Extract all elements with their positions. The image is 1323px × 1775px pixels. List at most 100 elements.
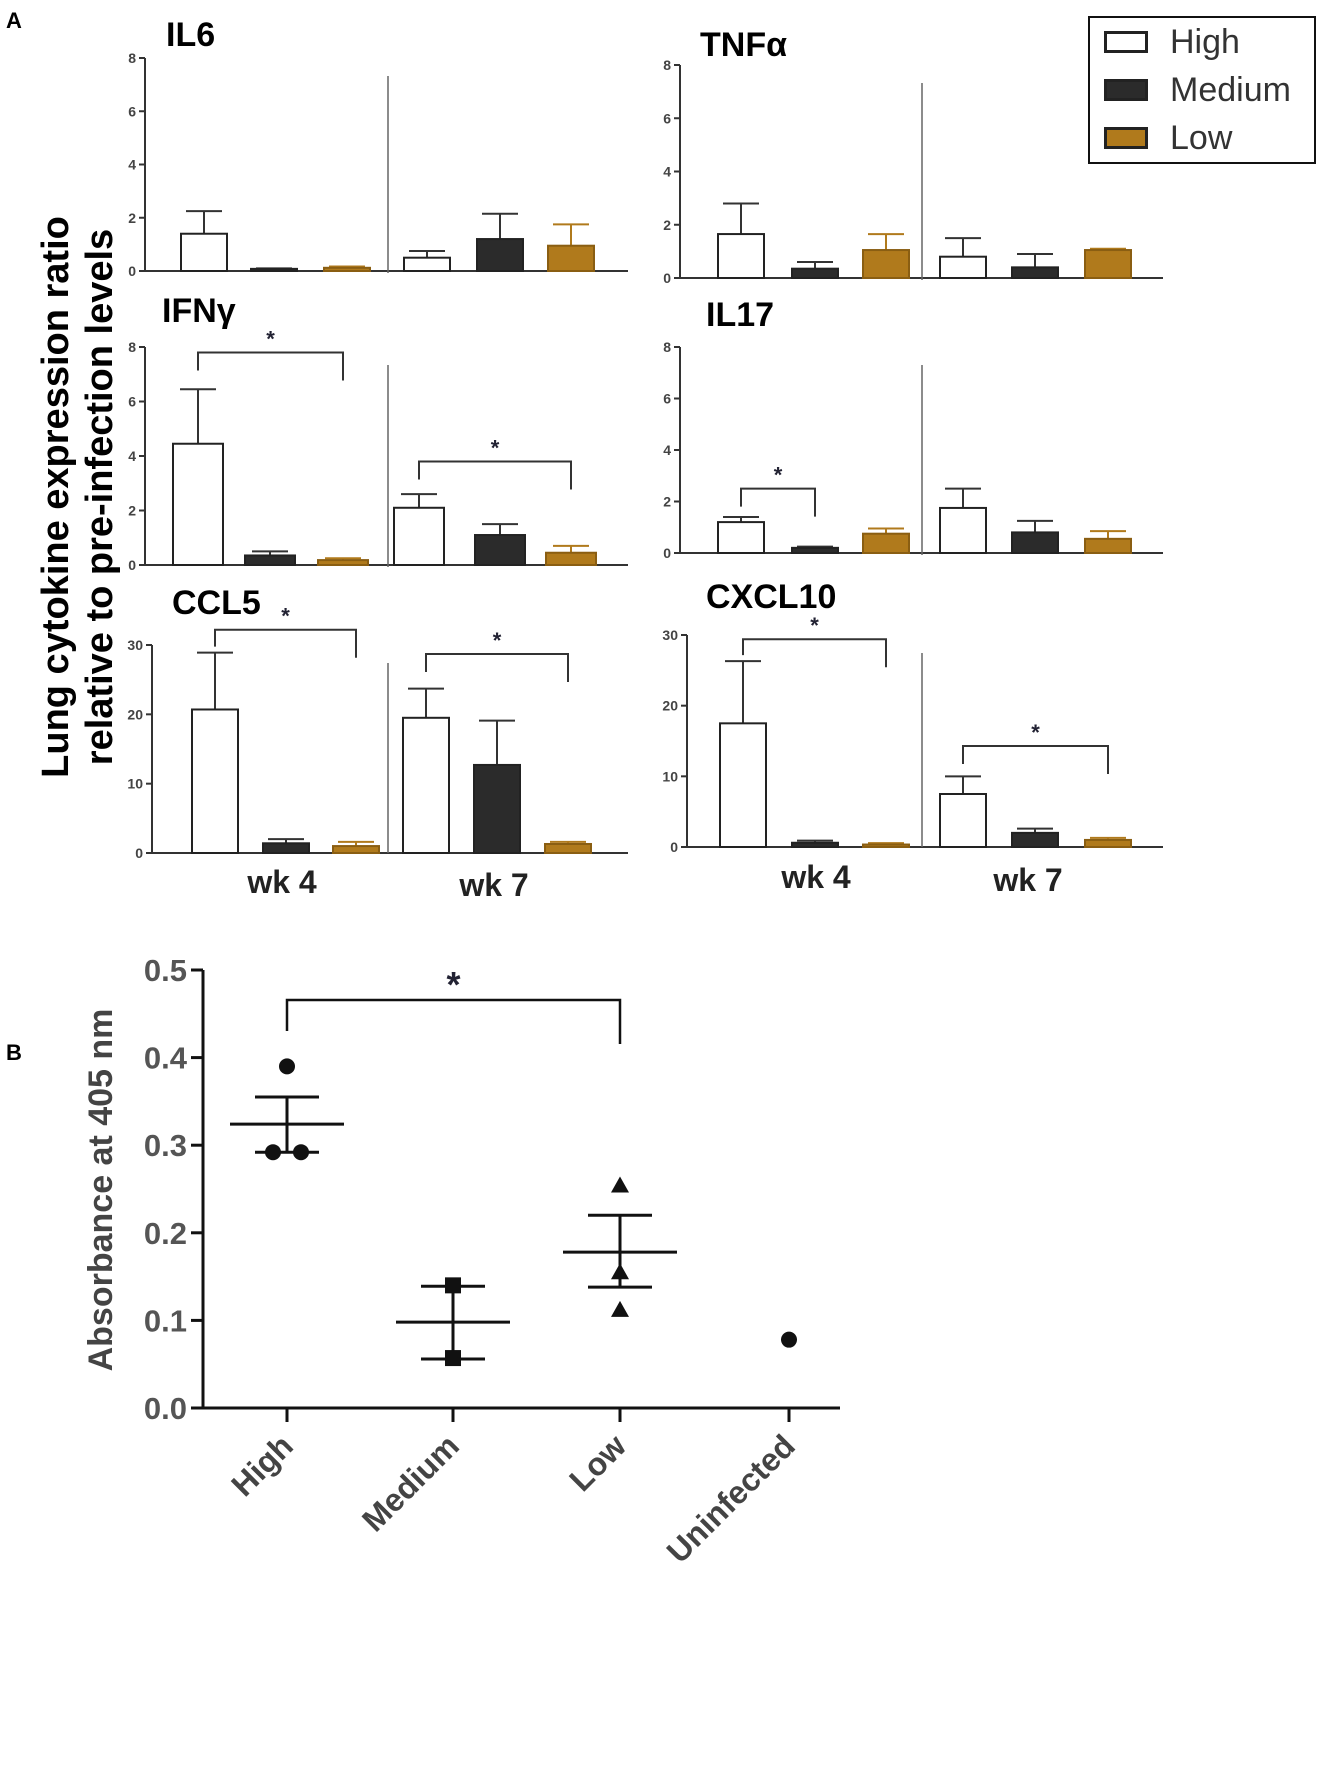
significance-bracket-CCL5 [425, 653, 569, 683]
chart-CXCL10: CXCL10 0 10 20 30 * * [662, 578, 1163, 855]
legend-label-high: High [1170, 22, 1240, 61]
bar-TNFa-wk4-medium [791, 267, 839, 279]
y-tick-label-TNFa: 0 [663, 270, 671, 286]
y-tick-label-TNFa: 8 [663, 57, 671, 73]
y-tick-label-IFNg: 6 [128, 394, 136, 410]
bar-TNFa-wk4-low [862, 249, 910, 279]
y-tick-label-IL17: 8 [663, 339, 671, 355]
bar-IL17-wk4-low [862, 532, 910, 554]
chart-title-IL17: IL17 [706, 296, 774, 334]
significance-star-IFNg: * [491, 435, 500, 460]
y-tick-label-absorbance: 0.5 [144, 953, 187, 988]
data-point-high [293, 1144, 309, 1161]
chart-absorbance: 0.0 0.1 0.2 0.3 0.4 0.5 High Medium Low Uninfecte… [82, 953, 840, 1570]
x-group-label: wk 7 [458, 867, 528, 903]
y-tick-label-IFNg: 4 [128, 448, 136, 464]
y-tick-label-IFNg: 2 [128, 503, 136, 519]
y-tick-label-absorbance: 0.0 [144, 1391, 187, 1426]
chart-title-CXCL10: CXCL10 [706, 578, 836, 616]
bar-IFNg-wk4-medium [244, 554, 296, 567]
y-tick-label-absorbance: 0.4 [144, 1041, 188, 1076]
significance-star-IFNg: * [266, 326, 275, 351]
significance-bracket-CXCL10 [962, 744, 1109, 774]
legend-item-low: Low [1104, 118, 1232, 158]
legend-swatch-medium [1104, 79, 1148, 101]
y-tick-label-CXCL10: 10 [662, 768, 678, 784]
y-tick-label-IFNg: 8 [128, 339, 136, 355]
bar-IL6-wk7-high [403, 256, 451, 272]
y-tick-label-absorbance: 0.1 [144, 1303, 187, 1338]
chart-title-IL6: IL6 [166, 16, 215, 54]
bar-TNFa-wk4-high [717, 233, 765, 280]
y-tick-label-IL6: 6 [128, 103, 136, 119]
bar-IL6-wk4-medium [250, 267, 298, 272]
x-tick-label-uninfected: Uninfected [660, 1427, 802, 1569]
data-point-high [265, 1144, 281, 1161]
x-group-label: wk 4 [780, 859, 851, 895]
significance-star-absorbance: * [446, 964, 460, 1005]
y-tick-label-TNFa: 2 [663, 217, 671, 233]
y-tick-label-IL17: 4 [663, 442, 671, 458]
data-point-high [279, 1058, 295, 1075]
y-tick-label-CXCL10: 20 [662, 698, 678, 714]
chart-title-CCL5: CCL5 [172, 584, 261, 622]
bar-CCL5-wk7-low [544, 842, 592, 855]
x-tick-label-low: Low [562, 1427, 633, 1498]
bar-CCL5-wk7-medium [473, 763, 521, 854]
bar-CCL5-wk4-low [332, 845, 380, 854]
bar-IL6-wk4-high [180, 232, 228, 273]
y-tick-label-CCL5: 20 [127, 706, 143, 722]
significance-star-CXCL10: * [1031, 720, 1040, 745]
significance-star-CCL5: * [281, 604, 290, 629]
bar-CXCL10-wk7-medium [1011, 831, 1059, 848]
y-tick-label-CCL5: 30 [127, 637, 143, 653]
significance-star-IL17: * [774, 463, 783, 488]
significance-star-CXCL10: * [810, 613, 819, 638]
bar-IFNg-wk7-medium [474, 534, 526, 567]
y-tick-label-TNFa: 4 [663, 164, 671, 180]
x-tick-label-medium: Medium [355, 1427, 466, 1538]
legend-swatch-low [1104, 127, 1148, 149]
significance-bracket-IL17 [740, 487, 816, 517]
y-tick-label-CXCL10: 0 [670, 839, 678, 855]
bar-IL6-wk7-low [547, 244, 595, 273]
significance-bracket-IFNg [418, 460, 572, 490]
legend-label-medium: Medium [1170, 70, 1291, 109]
y-tick-label-absorbance: 0.3 [144, 1128, 187, 1163]
bar-TNFa-wk7-medium [1011, 266, 1059, 280]
bar-CXCL10-wk4-medium [791, 841, 839, 849]
y-tick-label-IL17: 0 [663, 545, 671, 561]
panel-label-b: B [6, 1040, 22, 1065]
bar-IL17-wk4-medium [791, 546, 839, 554]
data-point-low [611, 1300, 629, 1317]
legend-item-high: High [1104, 22, 1240, 62]
y-tick-label-IL6: 4 [128, 157, 136, 173]
bar-IL17-wk7-high [939, 506, 987, 554]
bar-CCL5-wk7-high [402, 716, 450, 854]
bar-CXCL10-wk7-high [939, 793, 987, 848]
chart-title-TNFa: TNFα [700, 26, 787, 64]
bar-TNFa-wk7-high [939, 255, 987, 280]
significance-bracket-absorbance [285, 998, 622, 1044]
significance-bracket-IFNg [197, 351, 344, 381]
chart-TNFa: TNFα 0 2 4 6 8 [663, 26, 1163, 286]
bar-IL17-wk7-low [1084, 537, 1132, 555]
legend-label-low: Low [1170, 118, 1233, 157]
y-tick-label-IL17: 6 [663, 391, 671, 407]
y-axis-label-absorbance: Absorbance at 405 nm [82, 1009, 120, 1372]
y-tick-label-absorbance: 0.2 [144, 1216, 187, 1251]
bar-IFNg-wk4-low [317, 559, 369, 566]
significance-star-CCL5: * [493, 628, 502, 653]
bar-CXCL10-wk4-low [862, 843, 910, 849]
y-tick-label-CCL5: 0 [135, 845, 143, 861]
bar-IL17-wk4-high [717, 521, 765, 554]
y-tick-label-CCL5: 10 [127, 776, 143, 792]
bar-TNFa-wk7-low [1084, 249, 1132, 279]
data-point-low [611, 1176, 629, 1193]
chart-IL17: IL17 0 2 4 6 8 * [663, 296, 1163, 561]
panel-label-a: A [6, 8, 22, 33]
legend: High Medium Low [1088, 16, 1316, 164]
chart-title-IFNg: IFNγ [162, 292, 236, 330]
y-tick-label-IL6: 0 [128, 263, 136, 279]
data-point-medium [445, 1350, 461, 1367]
